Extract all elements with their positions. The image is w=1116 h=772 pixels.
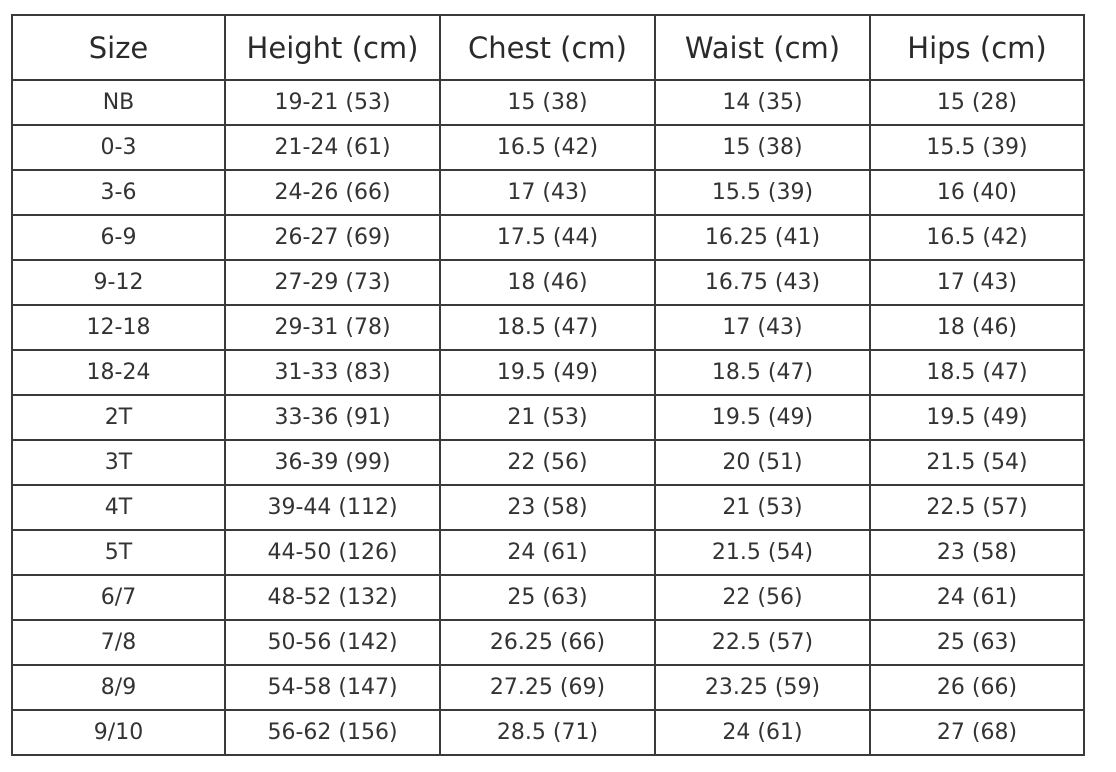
- table-row: 3-6 24-26 (66) 17 (43) 15.5 (39) 16 (40): [11, 169, 1085, 216]
- cell-height: 29-31 (78): [224, 304, 441, 351]
- cell-height: 33-36 (91): [224, 394, 441, 441]
- table-row: 0-3 21-24 (61) 16.5 (42) 15 (38) 15.5 (39): [11, 124, 1085, 171]
- header-hips: Hips (cm): [869, 14, 1085, 81]
- cell-height: 26-27 (69): [224, 214, 441, 261]
- cell-chest: 15 (38): [439, 79, 656, 126]
- cell-chest: 21 (53): [439, 394, 656, 441]
- cell-hips: 22.5 (57): [869, 484, 1085, 531]
- cell-height: 36-39 (99): [224, 439, 441, 486]
- cell-hips: 15 (28): [869, 79, 1085, 126]
- cell-waist: 15.5 (39): [654, 169, 871, 216]
- cell-size: 9/10: [11, 709, 226, 756]
- cell-size: 8/9: [11, 664, 226, 711]
- table-row: 8/9 54-58 (147) 27.25 (69) 23.25 (59) 26 (66…: [11, 664, 1085, 711]
- cell-chest: 28.5 (71): [439, 709, 656, 756]
- header-chest: Chest (cm): [439, 14, 656, 81]
- cell-size: 3-6: [11, 169, 226, 216]
- cell-waist: 15 (38): [654, 124, 871, 171]
- cell-hips: 17 (43): [869, 259, 1085, 306]
- size-chart-table: Size Height (cm) Chest (cm) Waist (cm) H…: [11, 14, 1085, 756]
- cell-waist: 17 (43): [654, 304, 871, 351]
- cell-hips: 16.5 (42): [869, 214, 1085, 261]
- cell-waist: 24 (61): [654, 709, 871, 756]
- cell-size: 6/7: [11, 574, 226, 621]
- cell-size: 2T: [11, 394, 226, 441]
- cell-height: 50-56 (142): [224, 619, 441, 666]
- cell-height: 48-52 (132): [224, 574, 441, 621]
- cell-size: 9-12: [11, 259, 226, 306]
- cell-waist: 22 (56): [654, 574, 871, 621]
- cell-hips: 18 (46): [869, 304, 1085, 351]
- cell-waist: 21 (53): [654, 484, 871, 531]
- cell-chest: 24 (61): [439, 529, 656, 576]
- cell-size: 6-9: [11, 214, 226, 261]
- table-row: 9-12 27-29 (73) 18 (46) 16.75 (43) 17 (43): [11, 259, 1085, 306]
- cell-waist: 16.75 (43): [654, 259, 871, 306]
- cell-hips: 24 (61): [869, 574, 1085, 621]
- table-row: 5T 44-50 (126) 24 (61) 21.5 (54) 23 (58): [11, 529, 1085, 576]
- table-row: 3T 36-39 (99) 22 (56) 20 (51) 21.5 (54): [11, 439, 1085, 486]
- cell-height: 19-21 (53): [224, 79, 441, 126]
- cell-size: 18-24: [11, 349, 226, 396]
- cell-chest: 18 (46): [439, 259, 656, 306]
- table-body: NB 19-21 (53) 15 (38) 14 (35) 15 (28) 0-3 21-2…: [11, 79, 1085, 756]
- cell-height: 44-50 (126): [224, 529, 441, 576]
- cell-height: 27-29 (73): [224, 259, 441, 306]
- table-row: 9/10 56-62 (156) 28.5 (71) 24 (61) 27 (68): [11, 709, 1085, 756]
- cell-height: 39-44 (112): [224, 484, 441, 531]
- cell-chest: 27.25 (69): [439, 664, 656, 711]
- cell-chest: 17.5 (44): [439, 214, 656, 261]
- cell-hips: 18.5 (47): [869, 349, 1085, 396]
- cell-hips: 27 (68): [869, 709, 1085, 756]
- cell-chest: 19.5 (49): [439, 349, 656, 396]
- cell-waist: 19.5 (49): [654, 394, 871, 441]
- cell-height: 54-58 (147): [224, 664, 441, 711]
- cell-waist: 22.5 (57): [654, 619, 871, 666]
- cell-hips: 25 (63): [869, 619, 1085, 666]
- cell-waist: 21.5 (54): [654, 529, 871, 576]
- cell-chest: 16.5 (42): [439, 124, 656, 171]
- table-row: 4T 39-44 (112) 23 (58) 21 (53) 22.5 (57): [11, 484, 1085, 531]
- cell-hips: 23 (58): [869, 529, 1085, 576]
- table-row: 6/7 48-52 (132) 25 (63) 22 (56) 24 (61): [11, 574, 1085, 621]
- cell-chest: 22 (56): [439, 439, 656, 486]
- table-row: 7/8 50-56 (142) 26.25 (66) 22.5 (57) 25 (63): [11, 619, 1085, 666]
- cell-size: 0-3: [11, 124, 226, 171]
- cell-waist: 23.25 (59): [654, 664, 871, 711]
- table-row: 12-18 29-31 (78) 18.5 (47) 17 (43) 18 (46): [11, 304, 1085, 351]
- cell-chest: 26.25 (66): [439, 619, 656, 666]
- cell-waist: 20 (51): [654, 439, 871, 486]
- table-row: NB 19-21 (53) 15 (38) 14 (35) 15 (28): [11, 79, 1085, 126]
- cell-hips: 21.5 (54): [869, 439, 1085, 486]
- table-row: 6-9 26-27 (69) 17.5 (44) 16.25 (41) 16.5 (42…: [11, 214, 1085, 261]
- cell-height: 56-62 (156): [224, 709, 441, 756]
- cell-hips: 16 (40): [869, 169, 1085, 216]
- cell-size: 5T: [11, 529, 226, 576]
- table-row: 2T 33-36 (91) 21 (53) 19.5 (49) 19.5 (49): [11, 394, 1085, 441]
- cell-height: 21-24 (61): [224, 124, 441, 171]
- cell-chest: 17 (43): [439, 169, 656, 216]
- cell-height: 31-33 (83): [224, 349, 441, 396]
- cell-chest: 23 (58): [439, 484, 656, 531]
- cell-waist: 18.5 (47): [654, 349, 871, 396]
- cell-size: NB: [11, 79, 226, 126]
- cell-height: 24-26 (66): [224, 169, 441, 216]
- header-waist: Waist (cm): [654, 14, 871, 81]
- cell-size: 4T: [11, 484, 226, 531]
- table-header: Size Height (cm) Chest (cm) Waist (cm) H…: [11, 14, 1085, 81]
- cell-hips: 19.5 (49): [869, 394, 1085, 441]
- header-size: Size: [11, 14, 226, 81]
- cell-size: 7/8: [11, 619, 226, 666]
- cell-size: 12-18: [11, 304, 226, 351]
- cell-waist: 16.25 (41): [654, 214, 871, 261]
- header-row: Size Height (cm) Chest (cm) Waist (cm) H…: [11, 14, 1085, 81]
- table-row: 18-24 31-33 (83) 19.5 (49) 18.5 (47) 18.5 (4…: [11, 349, 1085, 396]
- cell-size: 3T: [11, 439, 226, 486]
- cell-hips: 26 (66): [869, 664, 1085, 711]
- header-height: Height (cm): [224, 14, 441, 81]
- cell-hips: 15.5 (39): [869, 124, 1085, 171]
- cell-waist: 14 (35): [654, 79, 871, 126]
- cell-chest: 25 (63): [439, 574, 656, 621]
- cell-chest: 18.5 (47): [439, 304, 656, 351]
